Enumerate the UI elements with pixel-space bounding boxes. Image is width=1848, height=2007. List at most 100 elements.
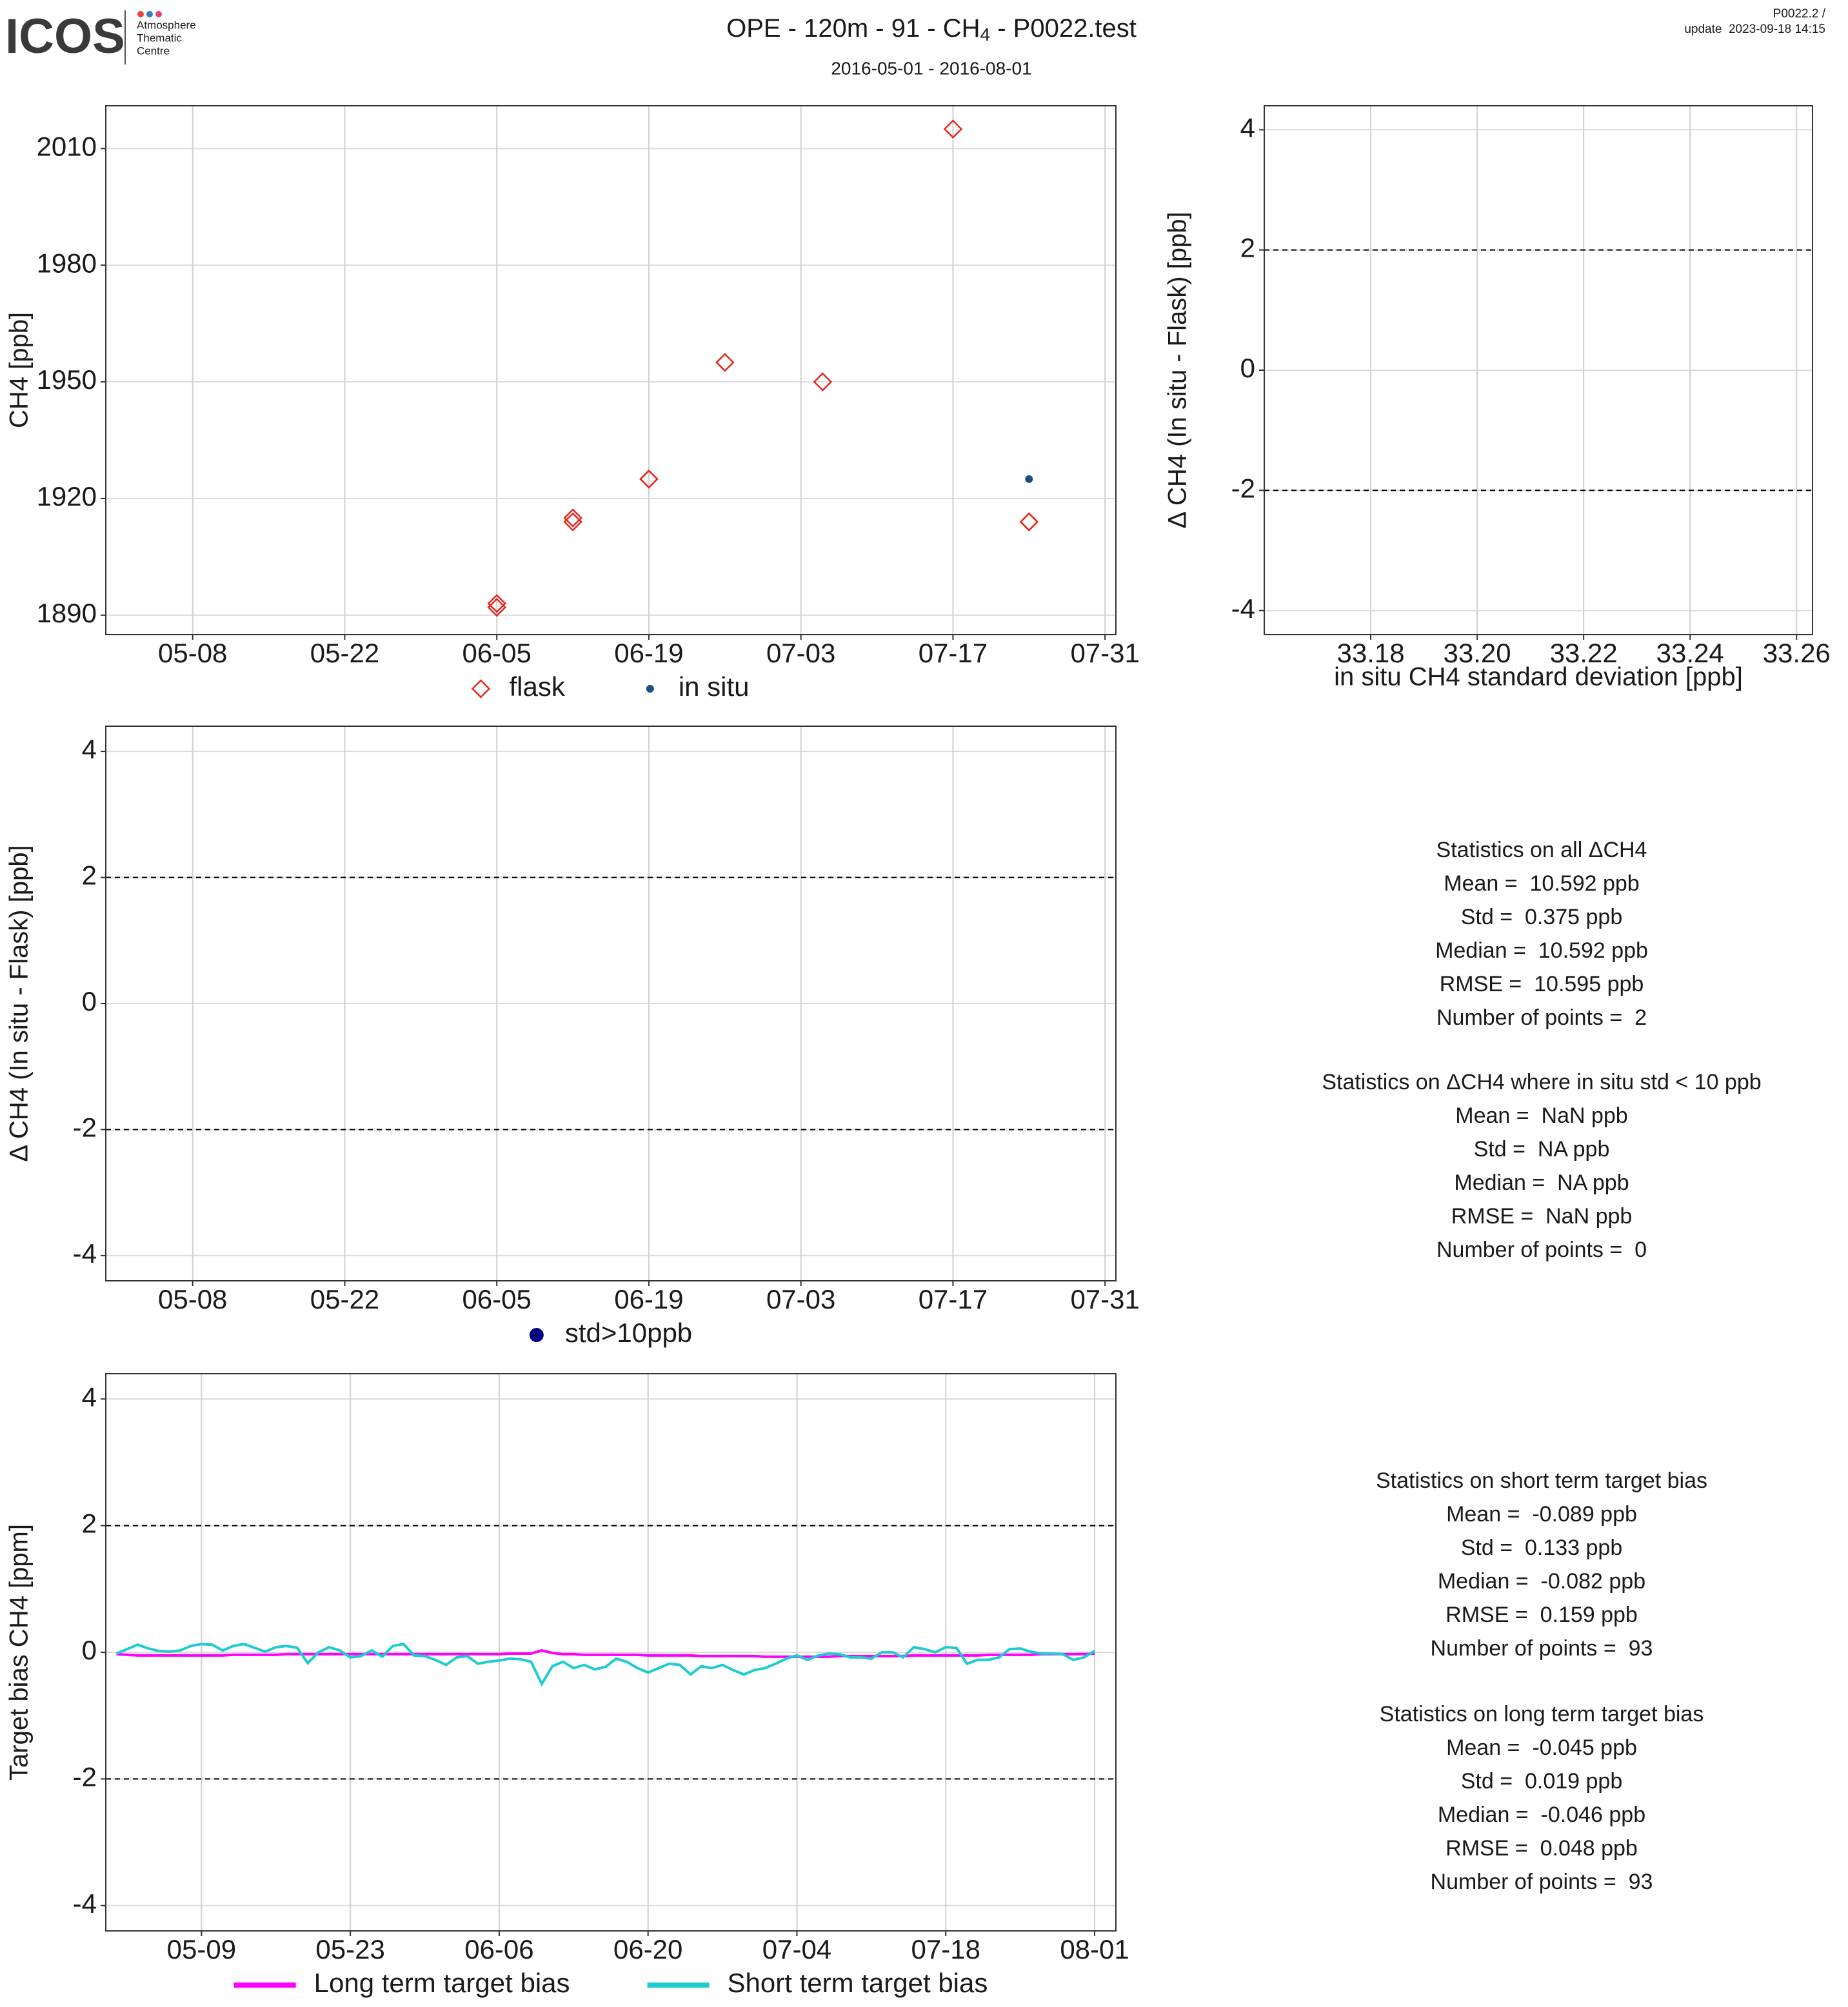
- diamond-marker: [563, 508, 582, 528]
- title-end: - P0022.test: [990, 14, 1137, 43]
- diamond-marker: [1019, 512, 1039, 531]
- stat-line: RMSE = 0.048 ppb: [1446, 1836, 1638, 1861]
- x-tick-label: 06-05: [462, 638, 531, 668]
- stat-line: Median = -0.046 ppb: [1438, 1803, 1645, 1827]
- title-main: OPE - 120m - 91 - CH: [726, 14, 980, 43]
- title-subscript: 4: [980, 25, 991, 44]
- y-tick-label: 0: [1240, 353, 1255, 383]
- logo-dot: [137, 11, 144, 17]
- stat-line: RMSE = 0.159 ppb: [1446, 1603, 1638, 1627]
- y-axis-label: Δ CH4 (In situ - Flask) [ppb]: [1164, 212, 1192, 528]
- legend-label: std>10ppb: [565, 1318, 692, 1348]
- stat-line: Mean = -0.045 ppb: [1446, 1735, 1637, 1760]
- x-tick-label: 07-03: [766, 638, 835, 668]
- x-tick-label: 33.20: [1444, 638, 1511, 668]
- y-tick-label: 4: [82, 734, 97, 764]
- stat-line: Number of points = 93: [1431, 1870, 1653, 1894]
- x-tick-label: 05-09: [167, 1934, 236, 1964]
- y-tick-label: -2: [73, 1112, 97, 1143]
- x-tick-label: 07-17: [919, 638, 988, 668]
- y-tick-label: 2010: [37, 131, 97, 161]
- stat-line: Number of points = 93: [1431, 1636, 1653, 1661]
- x-tick-label: 06-20: [613, 1934, 682, 1964]
- version: P0022.2 /: [1773, 7, 1826, 21]
- x-tick-label: 33.24: [1656, 638, 1724, 668]
- plot-border: [105, 726, 1117, 1281]
- y-tick-label: 1950: [37, 364, 97, 395]
- legend-label: Short term target bias: [728, 1968, 988, 1998]
- legend-key: [471, 679, 491, 698]
- x-tick-label: 33.22: [1550, 638, 1618, 668]
- title: OPE - 120m - 91 - CH4 - P0022.test: [726, 14, 1137, 45]
- diamond-marker: [563, 512, 582, 531]
- y-tick-label: 1920: [37, 481, 97, 511]
- legend: Long term target bias Short term target b…: [233, 1968, 988, 1998]
- x-tick-label: 05-08: [158, 1284, 227, 1314]
- diamond-marker: [487, 598, 506, 617]
- dot-marker: [1025, 475, 1033, 483]
- stat-line: Std = 0.019 ppb: [1461, 1769, 1622, 1794]
- logo-line: Thematic: [137, 32, 182, 44]
- stat-line: Std = 0.133 ppb: [1461, 1536, 1622, 1560]
- stat-heading: Statistics on short term target bias: [1376, 1468, 1707, 1493]
- logo-dot: [146, 11, 153, 17]
- x-tick-label: 08-01: [1060, 1934, 1129, 1964]
- diamond-marker: [943, 119, 963, 139]
- x-axis-label: in situ CH4 standard deviation [ppb]: [1334, 663, 1743, 691]
- legend: flask in situ: [471, 671, 750, 702]
- stat-line: RMSE = NaN ppb: [1451, 1204, 1633, 1229]
- stat-line: Median = -0.082 ppb: [1438, 1569, 1645, 1594]
- legend: std>10ppb: [529, 1318, 692, 1348]
- y-tick-label: 0: [82, 1635, 97, 1665]
- y-tick-label: 2: [82, 1508, 97, 1539]
- plot-border: [105, 105, 1117, 635]
- y-tick-label: 1890: [37, 598, 97, 628]
- y-tick-label: -4: [73, 1888, 97, 1919]
- y-axis-label: Target bias CH4 [ppm]: [5, 1524, 34, 1781]
- y-tick-label: 2: [1240, 233, 1255, 263]
- x-tick-label: 05-22: [310, 638, 379, 668]
- diamond-marker: [487, 593, 506, 613]
- x-tick-label: 07-31: [1070, 638, 1139, 668]
- legend-label: in situ: [679, 671, 750, 702]
- y-tick-label: -2: [73, 1761, 97, 1792]
- stat-line: Mean = -0.089 ppb: [1446, 1502, 1637, 1527]
- x-tick-label: 06-06: [464, 1934, 533, 1964]
- y-tick-label: 0: [82, 986, 97, 1016]
- legend-key: [529, 1328, 544, 1342]
- y-tick-label: -4: [73, 1238, 97, 1269]
- x-tick-label: 07-18: [911, 1934, 980, 1964]
- x-tick-label: 05-22: [310, 1284, 379, 1314]
- logo-text: ICOS: [5, 9, 125, 64]
- stat-line: RMSE = 10.595 ppb: [1440, 972, 1644, 996]
- legend-label: Long term target bias: [314, 1968, 570, 1998]
- legend-label: flask: [509, 671, 565, 702]
- x-tick-label: 07-03: [766, 1284, 835, 1314]
- x-tick-label: 07-31: [1070, 1284, 1139, 1314]
- stat-heading: Statistics on ΔCH4 where in situ std < 1…: [1322, 1070, 1761, 1094]
- logo-line: Centre: [137, 44, 170, 57]
- y-axis-label: Δ CH4 (In situ - Flask) [ppb]: [5, 845, 34, 1162]
- y-tick-label: 1980: [37, 248, 97, 278]
- logo-dot: [155, 11, 162, 17]
- diamond-marker: [715, 353, 735, 372]
- y-tick-label: 4: [82, 1381, 97, 1412]
- stat-heading: Statistics on all ΔCH4: [1436, 838, 1647, 862]
- stat-line: Mean = 10.592 ppb: [1444, 871, 1639, 896]
- x-tick-label: 33.26: [1763, 638, 1831, 668]
- x-tick-label: 06-19: [614, 638, 683, 668]
- stat-line: Median = NA ppb: [1454, 1171, 1629, 1195]
- update: update 2023-09-18 14:15: [1684, 23, 1825, 36]
- y-tick-label: 4: [1240, 112, 1255, 143]
- stat-line: Median = 10.592 ppb: [1435, 938, 1648, 963]
- stat-line: Mean = NaN ppb: [1455, 1103, 1627, 1128]
- diamond-marker: [639, 470, 659, 489]
- data-line: [115, 1643, 1096, 1687]
- stat-line: Std = 0.375 ppb: [1461, 905, 1622, 929]
- logo: ICOS Atmosphere Thematic Centre: [5, 9, 196, 64]
- x-tick-label: 05-08: [158, 638, 227, 668]
- logo-line: Atmosphere: [137, 19, 196, 31]
- plot-border: [105, 1373, 1117, 1932]
- y-tick-label: -2: [1231, 473, 1255, 503]
- stat-line: Number of points = 2: [1436, 1005, 1647, 1030]
